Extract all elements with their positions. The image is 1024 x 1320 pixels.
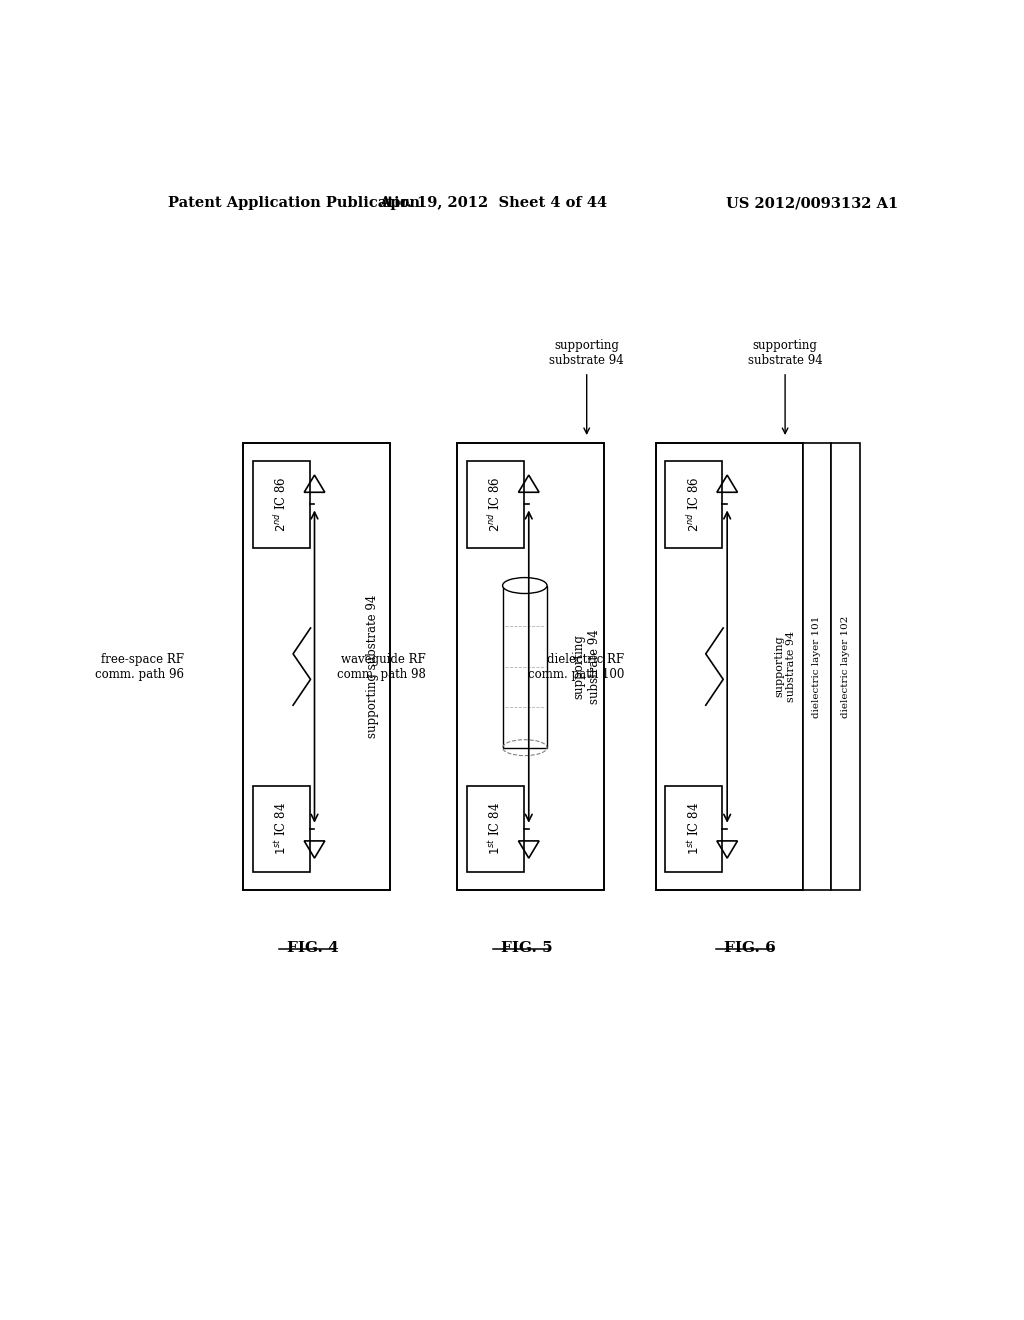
Text: dielectric layer 101: dielectric layer 101 bbox=[812, 615, 821, 718]
Bar bbox=[655, 444, 803, 890]
Text: US 2012/0093132 A1: US 2012/0093132 A1 bbox=[726, 195, 898, 210]
Text: supporting substrate 94: supporting substrate 94 bbox=[366, 595, 379, 738]
Bar bbox=[467, 461, 524, 548]
Text: $1^{st}$ IC 84: $1^{st}$ IC 84 bbox=[273, 803, 289, 855]
Text: $1^{st}$ IC 84: $1^{st}$ IC 84 bbox=[686, 803, 701, 855]
Bar bbox=[831, 444, 860, 890]
Bar bbox=[803, 444, 831, 890]
Text: supporting
substrate 94: supporting substrate 94 bbox=[774, 631, 796, 702]
Text: Patent Application Publication: Patent Application Publication bbox=[168, 195, 420, 210]
Text: FIG. 5: FIG. 5 bbox=[501, 941, 553, 956]
Bar bbox=[253, 461, 309, 548]
Text: Apr. 19, 2012  Sheet 4 of 44: Apr. 19, 2012 Sheet 4 of 44 bbox=[379, 195, 607, 210]
Text: supporting
substrate 94: supporting substrate 94 bbox=[572, 630, 601, 704]
Bar bbox=[458, 444, 604, 890]
Bar bbox=[503, 586, 547, 747]
Bar bbox=[666, 461, 722, 548]
Text: $2^{nd}$ IC 86: $2^{nd}$ IC 86 bbox=[273, 477, 289, 532]
Text: $2^{nd}$ IC 86: $2^{nd}$ IC 86 bbox=[686, 477, 701, 532]
Bar bbox=[243, 444, 390, 890]
Text: dielectric RF
comm. path 100: dielectric RF comm. path 100 bbox=[527, 652, 624, 681]
Text: free-space RF
comm. path 96: free-space RF comm. path 96 bbox=[94, 652, 183, 681]
Ellipse shape bbox=[503, 578, 547, 594]
Text: $2^{nd}$ IC 86: $2^{nd}$ IC 86 bbox=[487, 477, 504, 532]
Text: dielectric layer 102: dielectric layer 102 bbox=[841, 615, 850, 718]
Text: waveguide RF
comm. path 98: waveguide RF comm. path 98 bbox=[337, 652, 426, 681]
Text: supporting
substrate 94: supporting substrate 94 bbox=[549, 339, 624, 367]
Bar bbox=[253, 785, 309, 873]
Text: FIG. 4: FIG. 4 bbox=[287, 941, 338, 956]
Text: $1^{st}$ IC 84: $1^{st}$ IC 84 bbox=[487, 803, 503, 855]
Bar bbox=[666, 785, 722, 873]
Text: supporting
substrate 94: supporting substrate 94 bbox=[748, 339, 822, 367]
Text: FIG. 6: FIG. 6 bbox=[724, 941, 775, 956]
Bar bbox=[467, 785, 524, 873]
